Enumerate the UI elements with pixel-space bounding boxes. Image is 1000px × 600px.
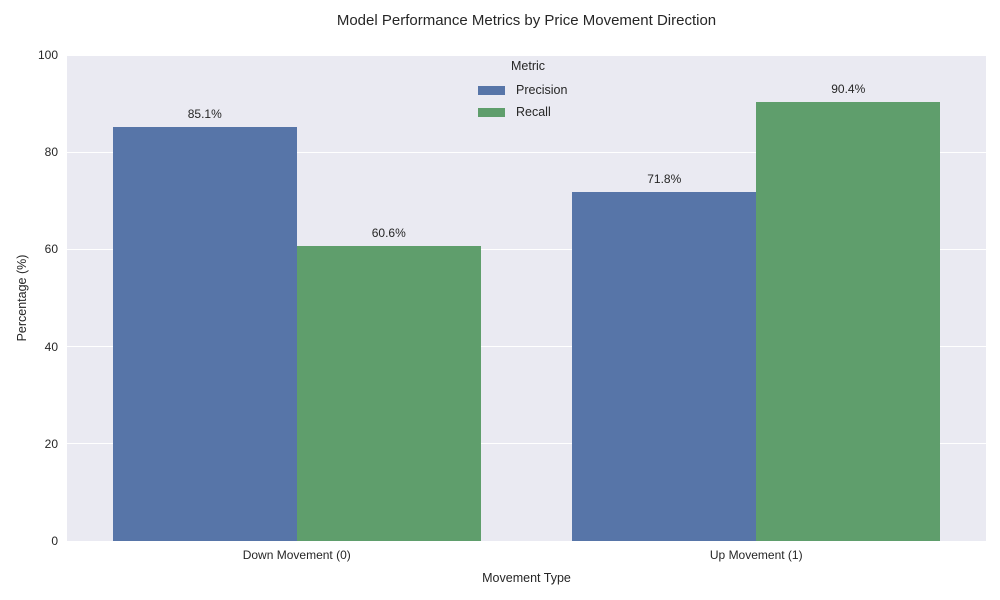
- legend-title: Metric: [510, 59, 546, 73]
- bar-value-label: 90.4%: [831, 81, 866, 96]
- y-tick-label: 40: [44, 339, 58, 354]
- y-tick-label: 60: [44, 242, 58, 257]
- recall-swatch-icon: [478, 107, 505, 117]
- legend: Metric Precision Recall: [462, 58, 594, 123]
- x-tick-label: Down Movement (0): [242, 548, 351, 562]
- bar-recall-0: [296, 246, 481, 541]
- x-tick-label: Up Movement (1): [709, 548, 803, 562]
- y-axis-label: Percentage (%): [15, 254, 29, 342]
- precision-swatch-icon: [478, 85, 505, 95]
- gridline-y-100: [67, 54, 986, 56]
- legend-items: Precision Recall: [462, 79, 594, 123]
- gridline-y-0: [67, 540, 986, 542]
- gridline-y-20: [67, 443, 986, 445]
- plot-area: 85.1% 60.6% 71.8% 90.4%: [67, 54, 986, 542]
- x-axis-label: Movement Type: [482, 571, 571, 585]
- bar-value-label: 71.8%: [647, 172, 682, 187]
- legend-item-label: Precision: [516, 83, 568, 97]
- y-tick-label: 20: [44, 436, 58, 451]
- legend-item-precision: Precision: [462, 79, 594, 101]
- bar-recall-1: [756, 101, 941, 541]
- y-tick-label: 100: [37, 48, 58, 62]
- bar-value-label: 85.1%: [187, 107, 222, 122]
- bar-precision-1: [572, 192, 757, 541]
- y-tick-label: 0: [51, 534, 58, 548]
- bar-value-label: 60.6%: [371, 226, 406, 241]
- bar-precision-0: [112, 127, 297, 541]
- legend-item-recall: Recall: [462, 101, 594, 123]
- legend-item-label: Recall: [516, 105, 551, 119]
- gridline-y-60: [67, 248, 986, 250]
- gridline-y-80: [67, 151, 986, 153]
- y-tick-label: 80: [44, 145, 58, 160]
- chart-title: Model Performance Metrics by Price Movem…: [336, 12, 717, 29]
- gridline-y-40: [67, 346, 986, 348]
